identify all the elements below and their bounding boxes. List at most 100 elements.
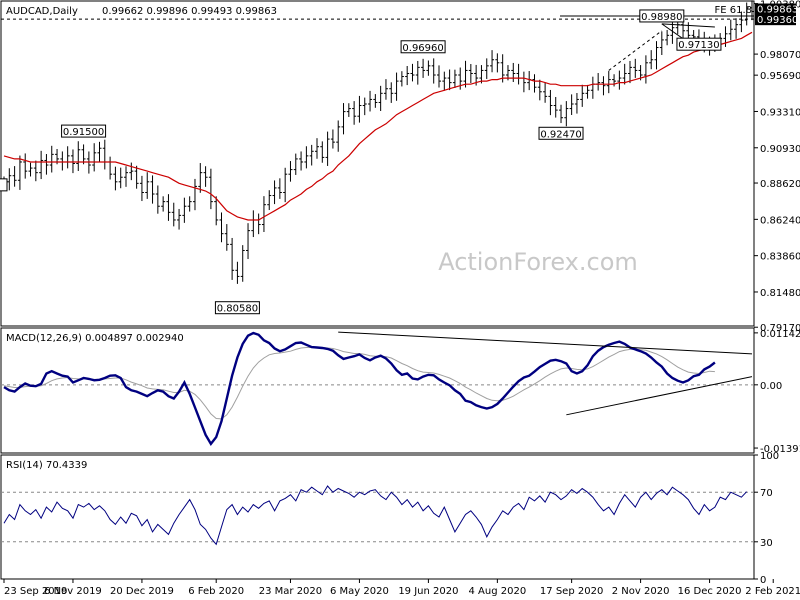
price-annotation-label: 0.97130 bbox=[678, 40, 719, 51]
price-annotation-label: 0.92470 bbox=[540, 129, 581, 140]
time-axis-tick-label: 23 Sep 2019 bbox=[4, 586, 67, 597]
ohlc-bar bbox=[553, 96, 558, 118]
ohlc-bar bbox=[574, 93, 579, 114]
ohlc-bar bbox=[150, 175, 155, 204]
ohlc-bar bbox=[161, 196, 166, 212]
time-axis-tick-label: 19 Jun 2020 bbox=[398, 586, 458, 597]
ohlc-bar bbox=[283, 167, 288, 203]
price-axis-tick-label: 0.79170 bbox=[760, 323, 800, 334]
ohlc-bar bbox=[569, 94, 574, 115]
ohlc-bar bbox=[166, 194, 171, 221]
ohlc-bar bbox=[171, 202, 176, 227]
ohlc-bar bbox=[633, 58, 638, 78]
rsi-axis-tick-label: 70 bbox=[760, 488, 773, 499]
ohlc-bar bbox=[665, 29, 670, 46]
price-annotation: 0.98980 bbox=[639, 9, 685, 23]
ohlc-bar bbox=[585, 84, 590, 99]
time-axis-tick-label: 23 Mar 2020 bbox=[259, 586, 322, 597]
ohlc-bar bbox=[246, 223, 251, 260]
ohlc-bar bbox=[293, 153, 298, 175]
price-annotation: 0.80580 bbox=[214, 301, 260, 315]
ohlc-bar bbox=[76, 141, 81, 171]
ohlc-bar bbox=[643, 55, 648, 84]
ohlc-bar bbox=[102, 139, 107, 170]
ohlc-bar bbox=[580, 84, 585, 107]
ohlc-bar bbox=[145, 172, 150, 199]
trendline-dashed bbox=[608, 30, 663, 71]
ohlc-bar bbox=[378, 85, 383, 112]
ohlc-bar bbox=[352, 101, 357, 125]
ohlc-bar bbox=[739, 11, 744, 33]
time-axis-tick-label: 6 Feb 2020 bbox=[188, 586, 244, 597]
ohlc-bar bbox=[44, 154, 49, 175]
ohlc-bar bbox=[437, 65, 442, 88]
axis-layer: 1.003800.980700.956900.933100.909300.886… bbox=[3, 0, 800, 597]
ohlc-bar bbox=[272, 180, 277, 205]
ohlc-bar bbox=[230, 237, 235, 280]
ohlc-header: 0.99662 0.99896 0.99493 0.99863 bbox=[102, 6, 277, 17]
ohlc-bar bbox=[155, 185, 160, 214]
current-price-label: 0.99863 bbox=[757, 5, 798, 16]
ohlc-bar bbox=[277, 178, 282, 199]
ohlc-bar bbox=[235, 261, 240, 284]
ohlc-bar bbox=[373, 94, 378, 108]
ohlc-bar bbox=[70, 149, 75, 174]
ohlc-bar bbox=[601, 76, 606, 96]
ohlc-bar bbox=[139, 175, 144, 202]
ohlc-bar bbox=[256, 213, 261, 235]
macd-signal-line bbox=[3, 347, 715, 420]
price-annotation-box bbox=[214, 301, 260, 315]
ohlc-bar bbox=[134, 165, 139, 189]
ohlc-bar bbox=[330, 129, 335, 149]
ohlc-bar bbox=[187, 196, 192, 212]
ohlc-bar bbox=[261, 196, 266, 233]
ohlc-bar bbox=[543, 82, 548, 103]
ohlc-bar bbox=[421, 58, 426, 78]
price-annotation-label: 0.96960 bbox=[402, 43, 443, 54]
price-annotation-box bbox=[538, 126, 584, 140]
ohlc-bar bbox=[537, 79, 542, 101]
price-annotation-box bbox=[400, 40, 446, 54]
ohlc-bar bbox=[622, 63, 627, 85]
price-axis-tick-label: 0.93310 bbox=[760, 107, 800, 118]
macd-axis-tick-label: 0.00 bbox=[760, 381, 782, 392]
ohlc-bar bbox=[490, 50, 495, 73]
ohlc-bar bbox=[60, 151, 65, 171]
ohlc-bar bbox=[33, 160, 38, 182]
ohlc-bar bbox=[341, 103, 346, 135]
ohlc-bar bbox=[606, 71, 611, 94]
price-annotation-label: 0.91500 bbox=[63, 127, 104, 138]
price-annotation-label: 0.98980 bbox=[641, 12, 682, 23]
ohlc-bar bbox=[617, 70, 622, 90]
macd-axis-tick-label: 0.011427 bbox=[760, 329, 800, 340]
ohlc-bar bbox=[405, 66, 410, 86]
ohlc-bar bbox=[198, 163, 203, 193]
ohlc-bar bbox=[548, 89, 553, 116]
ohlc-bar bbox=[192, 178, 197, 211]
price-axis-tick-label: 0.98070 bbox=[760, 50, 800, 61]
price-panel-frame bbox=[0, 0, 755, 327]
ohlc-bar bbox=[208, 168, 213, 210]
ohlc-bar bbox=[346, 103, 351, 117]
price-axis-tick-label: 0.88620 bbox=[760, 179, 800, 190]
ohlc-bar bbox=[177, 208, 182, 230]
ohlc-bar bbox=[362, 97, 367, 116]
ohlc-bar bbox=[383, 79, 388, 100]
ohlc-bar bbox=[203, 166, 208, 187]
time-axis-tick-label: 17 Sep 2020 bbox=[540, 586, 603, 597]
price-axis-tick-label: 0.83860 bbox=[760, 252, 800, 263]
macd-trendline-lower bbox=[566, 376, 753, 416]
rsi-panel-frame bbox=[0, 454, 755, 580]
price-annotation: 0.91500 bbox=[61, 124, 107, 138]
ohlc-bar bbox=[81, 144, 86, 165]
time-axis-tick-label: 6 Nov 2019 bbox=[44, 586, 102, 597]
price-annotation: 0.96960 bbox=[400, 40, 446, 54]
moving-average-line bbox=[3, 31, 753, 221]
ohlc-bar bbox=[118, 167, 123, 189]
rsi-layer bbox=[1, 485, 754, 546]
ohlc-bar bbox=[559, 104, 564, 124]
ohlc-bar bbox=[267, 190, 272, 211]
time-axis-tick-label: 4 Aug 2020 bbox=[469, 586, 527, 597]
